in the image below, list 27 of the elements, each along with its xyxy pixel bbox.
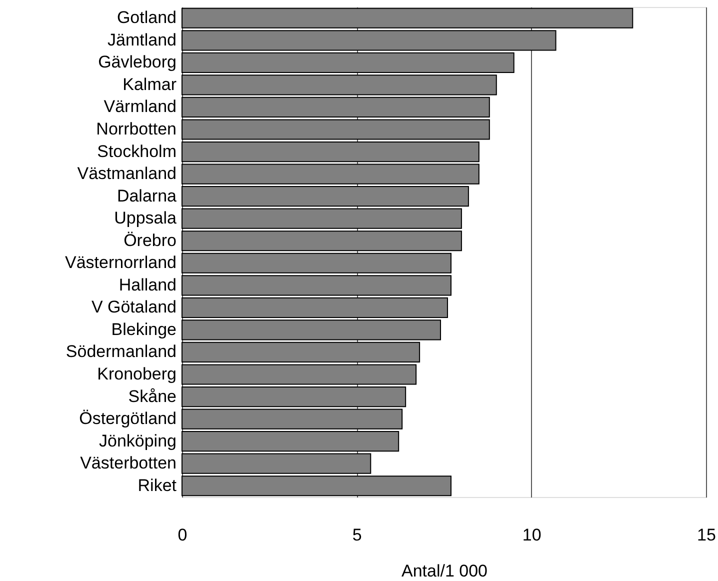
y-tick-label: Östergötland [79, 409, 176, 428]
y-tick-label: Blekinge [111, 320, 176, 339]
y-tick-label: Skåne [128, 386, 176, 406]
x-tick-label: 10 [522, 526, 542, 544]
x-tick-label: 15 [697, 526, 716, 544]
y-tick-label: Uppsala [114, 208, 178, 228]
y-tick-label: V Götaland [91, 298, 176, 317]
y-tick-label: Jämtland [108, 30, 176, 50]
x-axis-title: Antal/1 000 [401, 562, 488, 580]
y-tick-label: Jönköping [98, 431, 176, 450]
y-tick-label: Gävleborg [98, 52, 176, 72]
x-tick-label: 0 [178, 526, 188, 544]
y-tick-label: Värmland [104, 97, 176, 116]
y-tick-label: Gotland [116, 8, 176, 28]
y-tick-label: Västernorrland [64, 253, 176, 272]
y-tick-label: Halland [118, 275, 176, 294]
y-tick-label: Kronoberg [97, 364, 176, 384]
y-tick-label: Västmanland [77, 164, 176, 184]
x-tick-label: 5 [352, 526, 362, 544]
y-tick-label: Örebro [124, 230, 176, 250]
y-tick-label: Norrbotten [96, 120, 176, 138]
y-tick-label: Södermanland [66, 342, 176, 362]
y-tick-label: Västerbotten [80, 454, 176, 473]
y-tick-label: Riket [138, 476, 177, 495]
y-tick-label: Kalmar [122, 74, 177, 94]
y-tick-label: Stockholm [97, 142, 176, 161]
y-tick-label: Dalarna [116, 186, 178, 206]
